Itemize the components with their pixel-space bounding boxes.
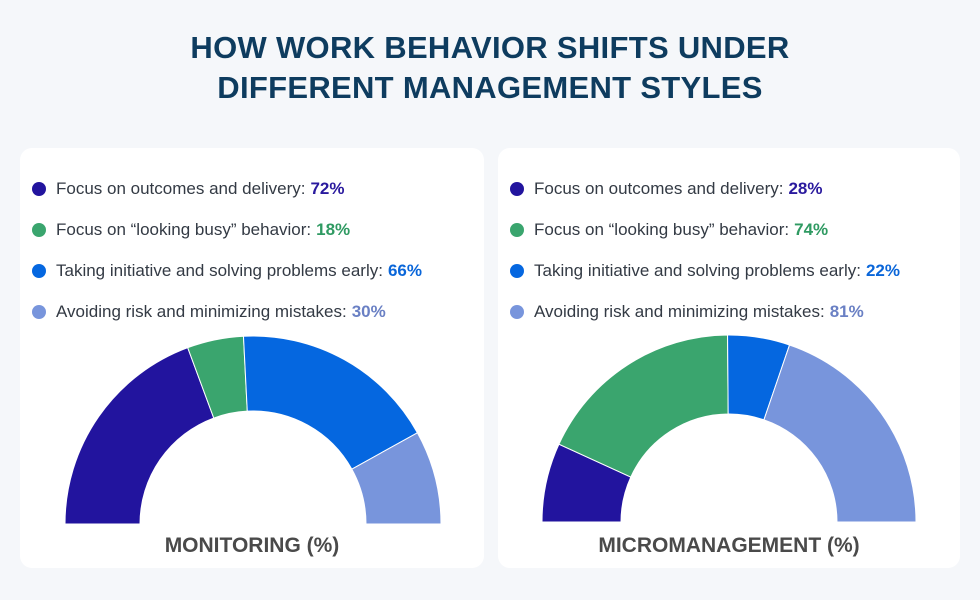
legend-label: Taking initiative and solving problems e… — [56, 260, 383, 280]
legend-dot-icon — [32, 181, 46, 196]
legend-label: Focus on outcomes and delivery: — [56, 178, 306, 198]
legend-dot-icon — [32, 304, 46, 319]
title-line-1: HOW WORK BEHAVIOR SHIFTS UNDER — [190, 30, 790, 65]
legend-item: Avoiding risk and minimizing mistakes: 30… — [32, 291, 422, 332]
legend-label: Avoiding risk and minimizing mistakes: — [534, 301, 825, 321]
donut-segment — [763, 344, 917, 523]
micromanagement-semi-donut — [541, 334, 917, 523]
legend-value: 66% — [387, 260, 422, 280]
legend-dot-icon — [510, 304, 524, 319]
legend-dot-icon — [510, 181, 524, 196]
title-line-2: DIFFERENT MANAGEMENT STYLES — [217, 70, 763, 105]
legend-item: Taking initiative and solving problems e… — [32, 250, 422, 291]
legend-label: Focus on outcomes and delivery: — [534, 178, 784, 198]
donut-segment — [558, 334, 729, 478]
legend-label: Focus on “looking busy” behavior: — [534, 219, 790, 239]
chart-title: MONITORING (%) — [164, 534, 340, 557]
legend-value: 22% — [865, 260, 900, 280]
legend-value: 18% — [316, 219, 351, 239]
legend-item: Avoiding risk and minimizing mistakes: 81… — [510, 291, 900, 332]
legend-item: Focus on “looking busy” behavior: 74% — [510, 209, 900, 250]
legend-value: 30% — [351, 301, 386, 321]
legend: Focus on outcomes and delivery: 72% Focus … — [32, 168, 422, 332]
chart-title: MICROMANAGEMENT (%) — [598, 534, 860, 557]
legend-dot-icon — [510, 263, 524, 278]
legend-dot-icon — [32, 222, 46, 237]
legend-label: Avoiding risk and minimizing mistakes: — [56, 301, 347, 321]
micromanagement-card: Focus on outcomes and delivery: 28% Focus … — [498, 148, 960, 568]
legend-label: Taking initiative and solving problems e… — [534, 260, 861, 280]
legend-value: 74% — [794, 219, 829, 239]
legend-dot-icon — [510, 222, 524, 237]
legend-label: Focus on “looking busy” behavior: — [56, 219, 312, 239]
page-title: HOW WORK BEHAVIOR SHIFTS UNDER DIFFERENT… — [0, 28, 980, 108]
legend-item: Taking initiative and solving problems e… — [510, 250, 900, 291]
donut-segment — [351, 432, 442, 525]
legend-value: 72% — [310, 178, 345, 198]
legend: Focus on outcomes and delivery: 28% Focus … — [510, 168, 900, 332]
monitoring-card: Focus on outcomes and delivery: 72% Focus … — [20, 148, 484, 568]
legend-dot-icon — [32, 263, 46, 278]
legend-item: Focus on outcomes and delivery: 28% — [510, 168, 900, 209]
donut-segment — [64, 347, 215, 525]
monitoring-semi-donut — [64, 335, 442, 525]
legend-value: 28% — [788, 178, 823, 198]
legend-value: 81% — [829, 301, 864, 321]
legend-item: Focus on “looking busy” behavior: 18% — [32, 209, 422, 250]
legend-item: Focus on outcomes and delivery: 72% — [32, 168, 422, 209]
